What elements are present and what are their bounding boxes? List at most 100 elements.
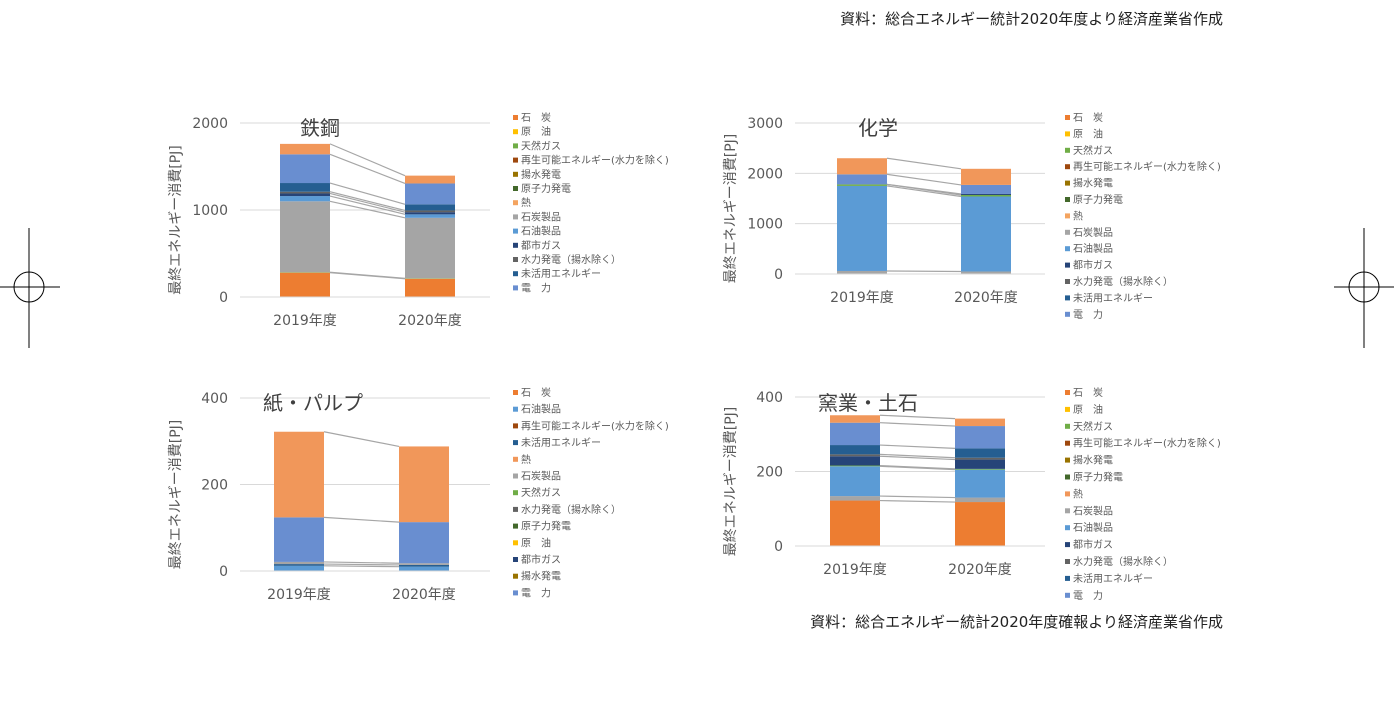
legend-entry: 天然ガス [521,139,561,152]
bar-segment [955,457,1005,460]
y-axis-label: 最終エネルギー消費[PJ] [723,134,739,284]
bar-segment [405,212,455,215]
series-line [329,200,406,219]
x-tick-label: 2020年度 [398,313,462,329]
bar-segment [274,564,324,566]
chart-paper: 0 200 400 最終エネルギー消費[PJ] 紙・パルプ 2019年度 2020年度 石 炭… [160,385,700,610]
chart-steel-svg: 0 1000 2000 最終エネルギー消費[PJ] 鉄鋼 2019年度 2020年度 石 炭原… [168,112,669,329]
legend-entry: 揚水発電 [1073,177,1113,190]
legend-entry: 未活用エネルギー [1073,573,1153,585]
legend-entry: 再生可能エネルギー(水力を除く) [1073,160,1221,173]
legend-entry: 未活用エネルギー [1073,292,1153,304]
legend-entry: 天然ガス [1073,420,1113,433]
series-line [879,495,956,499]
x-tick-label: 2020年度 [954,290,1018,306]
bar-segment [405,183,455,205]
legend-swatch [1065,147,1070,153]
bar-segment [830,422,880,446]
series-line [879,455,956,461]
legend-entry: 都市ガス [521,239,561,252]
legend-entry: 熱 [521,196,531,209]
bar-segment [280,201,330,273]
bar-segment [830,496,880,501]
legend-entry: 天然ガス [521,486,561,499]
bar-segment [280,193,330,197]
bar-segment [274,561,324,565]
chart-paper-svg: 0 200 400 最終エネルギー消費[PJ] 紙・パルプ 2019年度 2020年度 石 炭… [168,387,669,603]
series-line [329,153,406,185]
legend-entry: 石炭製品 [521,470,561,483]
y-tick-label: 1000 [747,217,783,233]
chart-title: 紙・パルプ [263,391,363,415]
legend-swatch [1065,592,1070,598]
y-axis-label: 最終エネルギー消費[PJ] [168,145,184,295]
legend-entry: 石油製品 [1073,521,1113,534]
legend-entry: 原子力発電 [1073,471,1123,484]
legend-entry: 原 油 [521,125,551,138]
bar-segment [837,185,887,271]
bar-segment [961,168,1011,185]
legend-entry: 天然ガス [1073,144,1113,157]
bar-segment [955,459,1005,469]
legend-entry: 揚水発電 [521,570,561,583]
x-tick-label: 2019年度 [830,290,894,306]
series-line [329,271,406,279]
legend-swatch [1065,115,1070,120]
bar-segment [399,566,449,571]
bar-segment [961,193,1011,195]
bar-segment [405,210,455,213]
chart-chemical-svg: 0 1000 2000 3000 最終エネルギー消費[PJ] 化学 2019年度 2020年度… [723,112,1221,321]
legend-entry: 原 油 [1073,403,1103,416]
legend-swatch [1065,262,1070,268]
legend-swatch [513,157,518,163]
legend-swatch [513,257,518,262]
bar-segment [405,214,455,218]
series-line [329,195,406,215]
legend-entry: 原子力発電 [1073,193,1123,206]
legend-swatch [513,271,518,277]
legend-entry: 石 炭 [1073,112,1103,124]
y-tick-label: 1000 [192,203,228,219]
x-tick-label: 2020年度 [392,587,456,603]
x-tick-label: 2019年度 [823,562,887,578]
legend-swatch [513,540,518,546]
legend-entry: 原子力発電 [521,520,571,533]
legend-entry: 石 炭 [521,387,551,399]
series-line [879,465,956,471]
legend-swatch [1065,246,1070,252]
series-line [886,185,962,198]
legend-entry: 熱 [1073,487,1083,500]
legend-swatch [513,573,518,579]
legend-swatch [1065,457,1070,463]
series-line [329,192,406,213]
bar-segment [399,564,449,567]
chart-title: 鉄鋼 [300,116,340,140]
legend-swatch [513,406,518,412]
y-tick-label: 2000 [747,166,783,182]
bar-segment [405,217,455,279]
legend-swatch [1065,423,1070,429]
bar-segment [961,196,1011,272]
legend-swatch [513,200,518,206]
legend-swatch [1065,406,1070,412]
series-line [886,270,962,273]
series-line [329,191,406,212]
legend-swatch [513,590,518,596]
legend-entry: 電 力 [1073,308,1103,321]
legend-swatch [1065,131,1070,137]
chart-title: 化学 [858,116,898,140]
bar-segment [837,174,887,185]
legend-swatch [513,186,518,191]
source-note-bottom: 資料：総合エネルギー統計2020年度確報より経済産業省作成 [810,613,1223,631]
series-line [879,422,956,427]
source-note-top: 資料：総合エネルギー統計2020年度より経済産業省作成 [840,10,1223,28]
legend-entry: 都市ガス [1073,259,1113,272]
chart-steel: 0 1000 2000 最終エネルギー消費[PJ] 鉄鋼 2019年度 2020年度 石 炭原… [160,110,700,350]
legend-entry: 石油製品 [1073,242,1113,255]
legend-swatch [1065,279,1070,284]
y-tick-label: 200 [201,478,228,494]
bar-segment [399,522,449,564]
series-line [879,464,956,470]
legend-entry: 熱 [1073,209,1083,222]
legend-entry: 石炭製品 [1073,504,1113,517]
